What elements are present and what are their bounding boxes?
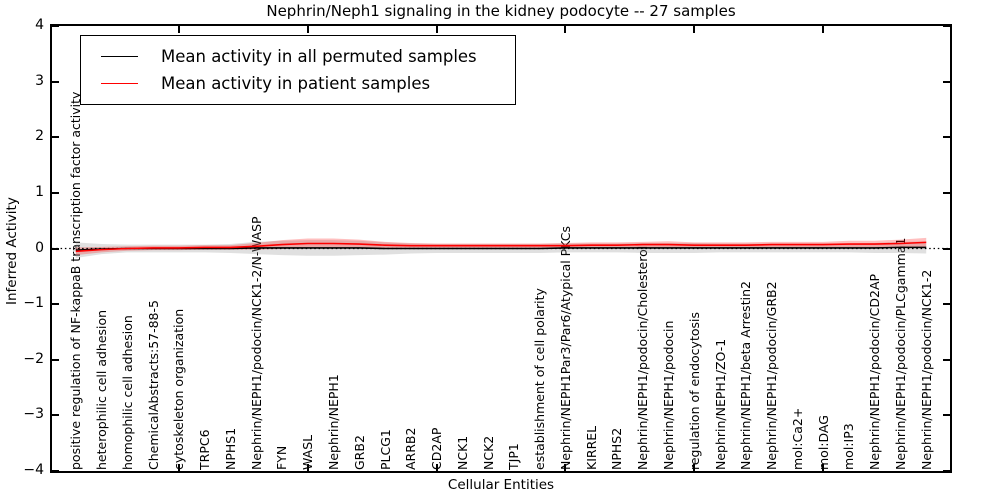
y-tick-label: 4 [35,17,44,33]
tick-mark [52,470,59,472]
tick-mark [177,464,180,471]
patient-mean-line [75,241,927,253]
tick-mark [564,26,567,33]
y-tick-label: −2 [23,350,44,367]
tick-mark [52,136,59,139]
tick-mark [52,191,59,194]
tick-mark [52,303,59,306]
patient-band [75,237,927,256]
tick-mark [943,414,950,417]
tick-mark [943,470,950,472]
legend: Mean activity in all permuted samples Me… [80,35,516,105]
chart-canvas [52,237,950,258]
plot-area: positive regulation of NF-kappaB transcr… [50,24,952,473]
y-tick-label: 0 [35,239,44,256]
y-tick-label: 1 [35,183,44,200]
tick-mark [435,26,438,33]
tick-mark [52,414,59,417]
legend-line-sample-red [101,83,138,84]
tick-mark [943,191,950,194]
legend-entry-patient: Mean activity in patient samples [101,70,505,97]
tick-mark [943,247,950,250]
legend-label: Mean activity in all permuted samples [161,47,477,66]
y-tick-label: −1 [23,295,44,312]
tick-mark [822,26,825,33]
tick-mark [52,25,59,27]
tick-mark [943,358,950,361]
tick-mark [943,136,950,139]
y-tick-label: −3 [23,406,44,423]
tick-mark [943,80,950,83]
y-tick-label: 3 [35,72,44,89]
tick-mark [943,25,950,27]
tick-mark [693,464,696,471]
tick-mark [52,247,59,250]
tick-mark [306,26,309,33]
chart-title: Nephrin/Neph1 signaling in the kidney po… [266,2,736,20]
tick-mark [177,26,180,33]
tick-mark [306,464,309,471]
tick-mark [52,358,59,361]
y-tick-label: −4 [23,462,44,478]
tick-mark [52,80,59,83]
legend-line-sample-black [101,56,138,57]
legend-entry-permuted: Mean activity in all permuted samples [101,43,505,70]
tick-mark [822,464,825,471]
tick-mark [693,26,696,33]
x-axis-label: Cellular Entities [447,477,555,493]
tick-mark [564,464,567,471]
permuted-mean-line [75,246,927,251]
tick-mark [943,303,950,306]
legend-label: Mean activity in patient samples [161,74,431,93]
y-tick-label: 2 [35,128,44,145]
tick-mark [435,464,438,471]
